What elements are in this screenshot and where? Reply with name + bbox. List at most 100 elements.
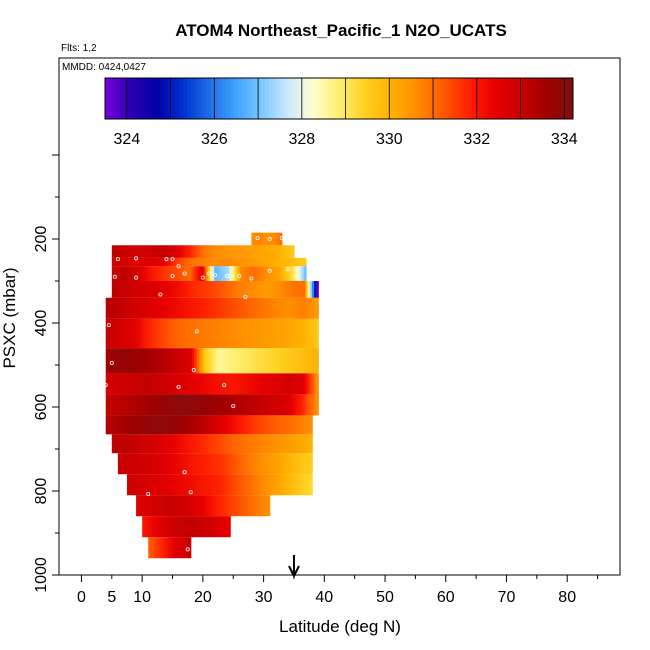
colorbar-swatch [420, 78, 426, 119]
heat-cell [128, 266, 132, 281]
heat-cell [254, 297, 258, 319]
heat-cell [118, 281, 121, 298]
heat-cell [182, 297, 186, 319]
heat-cell [168, 394, 172, 416]
heat-cell [171, 348, 175, 374]
heat-cell [153, 297, 157, 319]
heat-cell [154, 257, 158, 267]
heat-cell [217, 495, 222, 517]
heat-cell [250, 257, 254, 267]
heat-cell [148, 257, 151, 267]
heat-cell [305, 394, 309, 416]
heat-cell [225, 434, 230, 454]
heat-cell [206, 245, 209, 258]
heat-cell [205, 415, 209, 435]
heat-cell [152, 434, 156, 454]
heat-cell [278, 257, 282, 267]
heat-cell [113, 245, 117, 258]
heat-cell [139, 245, 143, 258]
sample-point [194, 329, 199, 334]
heat-cell [162, 516, 166, 538]
heat-cell [252, 373, 256, 395]
heat-cell [271, 348, 275, 374]
heat-cell [300, 415, 304, 435]
heat-cell [284, 257, 288, 267]
heat-cell [140, 373, 144, 395]
heat-cell [200, 434, 204, 454]
heat-cell [142, 516, 146, 538]
heat-cell [133, 373, 137, 395]
sample-point [109, 360, 114, 365]
heat-cell [315, 394, 319, 416]
heat-cell [211, 281, 215, 298]
heat-cell [112, 348, 116, 374]
heat-cell [275, 415, 279, 435]
heat-cell [256, 474, 260, 496]
heat-cell [233, 281, 236, 298]
heat-cell [215, 474, 219, 496]
heat-cell [309, 281, 313, 298]
heat-cell [150, 281, 153, 298]
heat-cell [295, 415, 299, 435]
heat-cell [168, 415, 172, 435]
heat-cell [182, 373, 186, 395]
heat-cell [149, 474, 153, 496]
colorbar-swatch [397, 78, 402, 119]
heat-cell [163, 495, 167, 517]
heat-cell [267, 257, 271, 267]
heat-cell [239, 266, 243, 281]
heat-cell [231, 373, 235, 395]
heat-cell [241, 318, 245, 349]
heat-cell [198, 516, 203, 538]
heat-cell [224, 281, 228, 298]
heat-cell [244, 415, 248, 435]
colorbar-tick-label: 330 [376, 131, 403, 148]
heat-cell [180, 434, 184, 454]
heat-cell [293, 257, 297, 267]
heat-cell [250, 318, 254, 349]
heat-cell [300, 318, 304, 349]
heat-cell [250, 266, 254, 281]
heat-cell [208, 318, 212, 349]
colorbar-swatch [557, 78, 562, 119]
heat-cell [166, 373, 170, 395]
heat-cell [167, 318, 170, 349]
heat-cell [154, 245, 158, 258]
heat-cell [156, 257, 160, 267]
heat-cell [278, 297, 282, 319]
heat-cell [150, 348, 154, 374]
heat-cell [157, 474, 161, 496]
heat-cell [157, 434, 161, 454]
heat-cell [152, 348, 156, 374]
heat-cell [133, 257, 136, 267]
heat-cell [239, 297, 243, 319]
heat-cell [284, 474, 288, 496]
heat-cell [112, 318, 116, 349]
heat-cell [208, 297, 212, 319]
heat-cell [179, 281, 183, 298]
heat-cell [293, 394, 297, 416]
heat-cell [182, 434, 186, 454]
x-axis: 0 5 10 20 30 40 50 60 70 80 [59, 574, 620, 606]
heat-cell [125, 415, 129, 435]
heat-cell [137, 257, 141, 267]
heat-cell [223, 495, 227, 517]
heat-cell [147, 434, 151, 454]
heat-cell [220, 281, 224, 298]
heat-cell [212, 266, 215, 281]
heat-cell [222, 281, 226, 298]
heat-cell [257, 232, 260, 246]
colorbar-tick-label: 332 [463, 131, 490, 148]
heat-cell [233, 266, 237, 281]
heat-cell [298, 394, 302, 416]
heat-cell [196, 281, 200, 298]
heatmap-cells [105, 232, 319, 559]
heat-cell [188, 297, 192, 319]
heat-cell [107, 318, 111, 349]
heat-cell [173, 373, 177, 395]
colorbar-swatch [229, 78, 235, 119]
heat-cell [171, 297, 175, 319]
heat-cell [132, 453, 136, 475]
heat-cell [216, 516, 220, 538]
heat-cell [120, 415, 124, 435]
